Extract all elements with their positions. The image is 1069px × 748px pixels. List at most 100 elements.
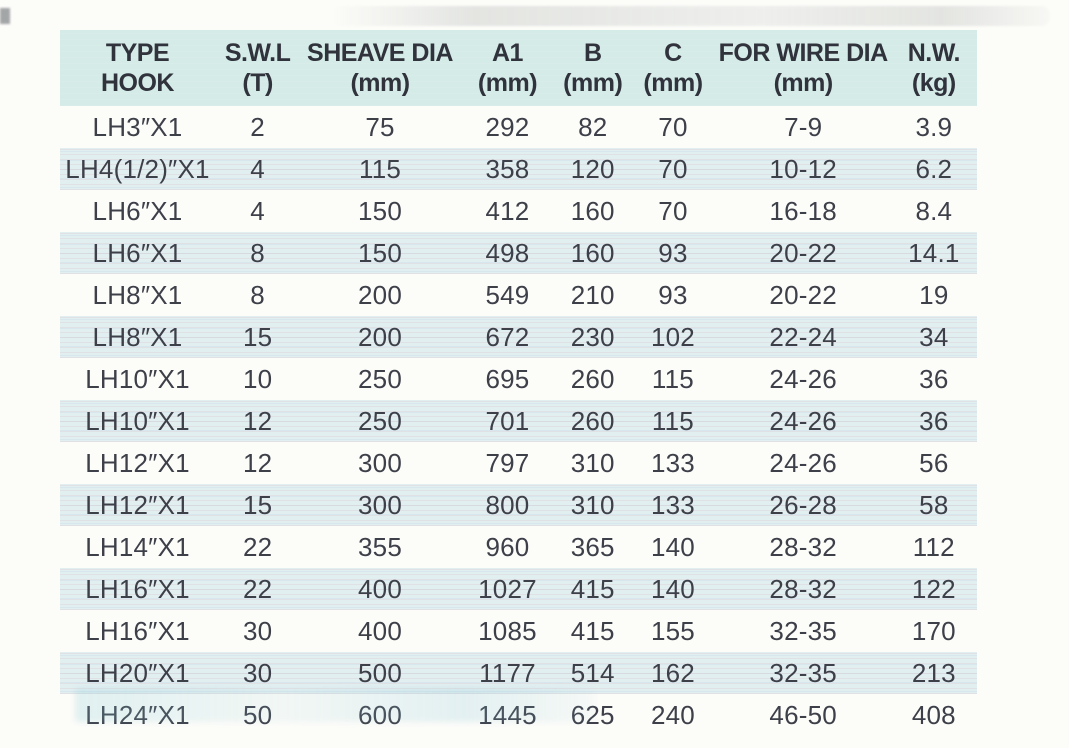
table-row: LH6″X1 8 150 498 160 93 20-22 14.1 xyxy=(60,232,977,274)
cell: LH12″X1 xyxy=(85,447,190,478)
cell: 365 xyxy=(570,531,615,562)
hook-spec-table: TYPE HOOK S.W.L (T) SHEAVE DIA (mm) A1 (mm) B (mm… xyxy=(60,30,977,736)
cell: 672 xyxy=(485,321,530,352)
cell: 240 xyxy=(650,699,695,730)
cell: 4 xyxy=(250,153,265,184)
cell: 2 xyxy=(250,111,265,142)
cell: 36 xyxy=(919,363,949,394)
header-cell-0: TYPE HOOK xyxy=(60,30,215,106)
cell: LH14″X1 xyxy=(85,531,190,562)
cell: 292 xyxy=(485,111,530,142)
header-cell-1: S.W.L (T) xyxy=(215,30,300,106)
table-body: LH3″X1 2 75 292 82 70 7-9 3.9 LH4(1/2)″X1 4 115 358… xyxy=(60,106,977,736)
cell: 93 xyxy=(658,237,688,268)
cell: 24-26 xyxy=(769,405,837,436)
cell: 1085 xyxy=(478,615,537,646)
cell: 500 xyxy=(358,657,402,688)
table-row: LH16″X1 30 400 1085 415 155 32-35 170 xyxy=(60,610,977,652)
cell: LH16″X1 xyxy=(85,573,190,604)
page-bleedthrough-artifact xyxy=(75,688,595,722)
header-label: B xyxy=(583,38,602,67)
cell: 625 xyxy=(555,700,630,731)
table-row: LH8″X1 15 200 672 230 102 22-24 34 xyxy=(60,316,977,358)
cell: 210 xyxy=(570,279,615,310)
header-unit: (mm) xyxy=(643,69,703,97)
cell: 408 xyxy=(911,699,956,730)
cell: 260 xyxy=(570,363,615,394)
table-row: LH12″X1 15 300 800 310 133 26-28 58 xyxy=(60,484,977,526)
header-unit: (mm) xyxy=(773,69,834,97)
cell: 400 xyxy=(358,573,402,604)
cell: 30 xyxy=(242,657,273,688)
cell: LH6″X1 xyxy=(92,237,183,268)
cell: 1445 xyxy=(460,700,555,731)
table-row: LH10″X1 10 250 695 260 115 24-26 36 xyxy=(60,358,977,400)
cell: 150 xyxy=(358,237,402,268)
header-unit: (kg) xyxy=(911,69,956,97)
header-unit: (mm) xyxy=(563,69,623,97)
header-unit: (mm) xyxy=(350,69,410,97)
cell: 162 xyxy=(650,657,695,688)
cell: 75 xyxy=(365,111,395,142)
cell: 213 xyxy=(911,657,956,688)
cell: 415 xyxy=(570,573,615,604)
cell: 140 xyxy=(650,573,695,604)
header-unit: (T) xyxy=(242,69,273,97)
cell: 122 xyxy=(911,573,956,604)
table-row: LH12″X1 12 300 797 310 133 24-26 56 xyxy=(60,442,977,484)
header-cell-6: FOR WIRE DIA (mm) xyxy=(716,30,891,106)
cell: 600 xyxy=(300,700,460,731)
cell: 300 xyxy=(358,447,402,478)
cell: 115 xyxy=(358,153,402,184)
cell: 260 xyxy=(570,405,615,436)
cell: 170 xyxy=(911,615,956,646)
cell: 415 xyxy=(570,615,615,646)
header-label: FOR WIRE DIA xyxy=(718,38,889,67)
cell: 8 xyxy=(250,237,265,268)
cell: 8.4 xyxy=(915,195,953,226)
cell: 28-32 xyxy=(769,573,837,604)
cell: 310 xyxy=(570,447,615,478)
cell: 133 xyxy=(650,489,695,520)
cell: 358 xyxy=(485,153,530,184)
cell: 310 xyxy=(570,489,615,520)
cell: LH24″X1 xyxy=(60,700,215,731)
cell: 160 xyxy=(570,195,615,226)
cell: 160 xyxy=(570,237,615,268)
cell: 24-26 xyxy=(769,363,837,394)
cell: 355 xyxy=(358,531,402,562)
cell: 36 xyxy=(919,405,949,436)
cell: 32-35 xyxy=(769,657,837,688)
cell: 10 xyxy=(242,363,273,394)
cell: 30 xyxy=(242,615,273,646)
header-label: TYPE xyxy=(105,38,170,67)
header-label: S.W.L xyxy=(224,38,291,67)
cell: 8 xyxy=(250,279,265,310)
cell: 250 xyxy=(358,363,402,394)
cell: 12 xyxy=(242,405,273,436)
cell: 4 xyxy=(250,195,265,226)
cell: 701 xyxy=(485,405,530,436)
cell: 15 xyxy=(242,489,273,520)
cell: LH8″X1 xyxy=(92,321,183,352)
scan-edge-artifact xyxy=(0,8,10,24)
cell: 46-50 xyxy=(769,699,837,730)
table-row: LH14″X1 22 355 960 365 140 28-32 112 xyxy=(60,526,977,568)
cell: 800 xyxy=(485,489,530,520)
cell: LH16″X1 xyxy=(85,615,190,646)
cell: 514 xyxy=(570,657,615,688)
cell: LH8″X1 xyxy=(92,279,183,310)
header-label: A1 xyxy=(491,38,523,67)
cell: 14.1 xyxy=(908,237,960,268)
cell: 70 xyxy=(658,153,688,184)
cell: 34 xyxy=(919,321,949,352)
header-cell-7: N.W. (kg) xyxy=(891,30,977,106)
cell: 412 xyxy=(485,195,530,226)
table-row: LH20″X1 30 500 1177 514 162 32-35 213 xyxy=(60,652,977,694)
cell: 230 xyxy=(570,321,615,352)
cell: 133 xyxy=(650,447,695,478)
table-row: LH4(1/2)″X1 4 115 358 120 70 10-12 6.2 xyxy=(60,148,977,190)
cell: 1177 xyxy=(479,657,536,688)
cell: 24-26 xyxy=(769,447,837,478)
